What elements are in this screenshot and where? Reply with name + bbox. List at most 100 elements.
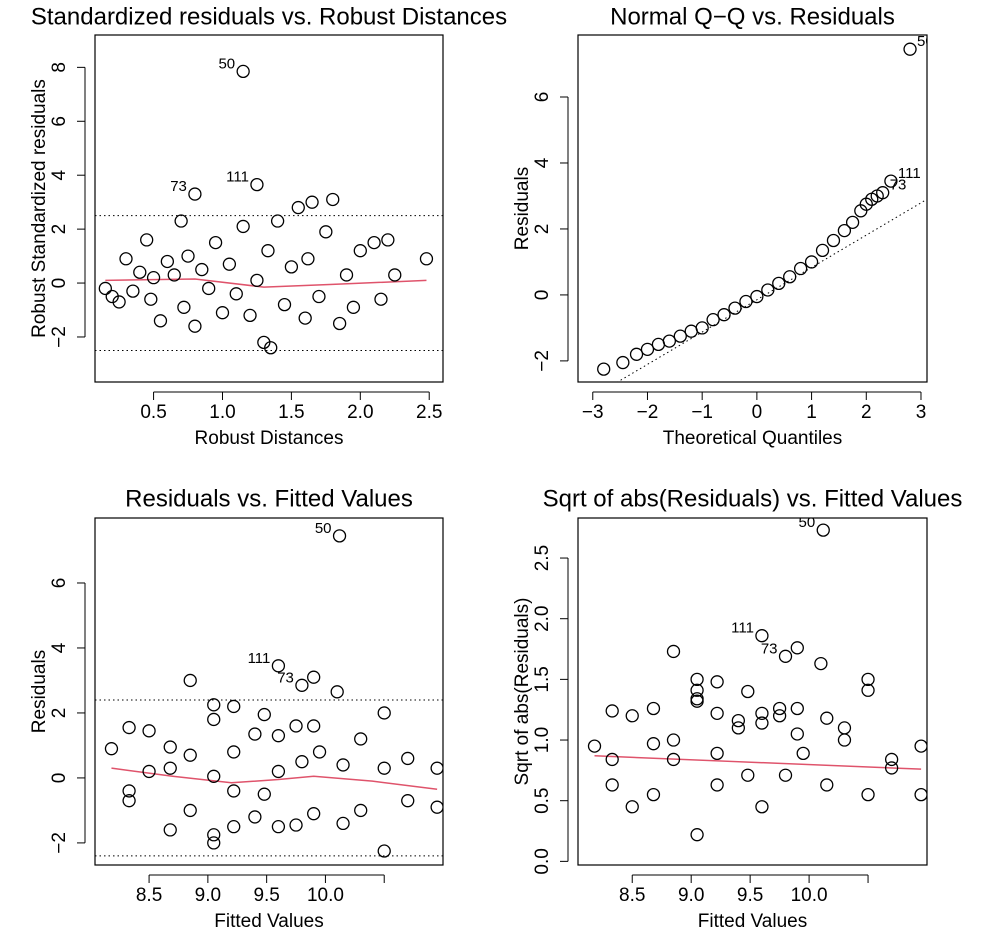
point <box>250 273 264 288</box>
chart-title: Normal Q−Q vs. Residuals <box>610 3 895 30</box>
point <box>616 355 630 370</box>
point <box>270 214 285 228</box>
point <box>163 823 177 837</box>
point <box>430 761 443 775</box>
point <box>207 836 221 850</box>
y-tick-label: 4 <box>49 169 70 180</box>
y-axis-title: Residuals <box>512 167 533 250</box>
y-tick-label: 0 <box>49 773 70 784</box>
point <box>140 233 154 247</box>
y-tick-label: 8 <box>49 62 70 73</box>
x-tick-label: 2 <box>861 402 872 423</box>
x-axis-title: Fitted Values <box>214 911 323 932</box>
y-tick-label: 1.0 <box>532 727 553 753</box>
point <box>326 192 340 207</box>
point-label: 73 <box>761 640 778 657</box>
point <box>312 745 327 759</box>
point <box>307 719 321 733</box>
y-tick-label: −2 <box>532 350 553 372</box>
point <box>772 709 787 723</box>
point <box>307 670 321 684</box>
y-tick-label: 6 <box>49 578 70 589</box>
y-tick-label: 0 <box>49 278 70 289</box>
x-tick-label: 9.5 <box>253 885 279 906</box>
point <box>229 287 243 301</box>
y-tick-label: 2 <box>49 708 70 719</box>
x-axis-title: Fitted Values <box>698 911 807 932</box>
point <box>122 784 136 798</box>
point <box>605 778 619 792</box>
point <box>167 268 181 282</box>
point <box>271 729 286 743</box>
x-tick-label: 1.0 <box>209 402 235 423</box>
point <box>222 257 237 271</box>
smooth-line <box>105 278 427 288</box>
point <box>772 276 786 291</box>
point <box>122 794 136 808</box>
point <box>728 301 742 315</box>
point <box>625 800 639 814</box>
plot-frame <box>577 517 928 866</box>
point <box>257 707 271 722</box>
point <box>142 764 156 779</box>
point <box>227 820 241 834</box>
point <box>826 233 841 248</box>
point <box>133 265 147 279</box>
x-tick-label: 10.0 <box>307 885 344 906</box>
y-tick-label: 2.0 <box>532 605 553 631</box>
y-tick-label: 0.0 <box>532 848 553 874</box>
point <box>587 739 602 753</box>
point <box>284 260 299 274</box>
y-tick-label: 6 <box>532 92 553 103</box>
point <box>690 828 704 842</box>
point <box>646 787 661 802</box>
point <box>914 739 927 753</box>
point <box>837 721 852 735</box>
point <box>354 803 368 818</box>
y-tick-label: 0 <box>532 290 553 301</box>
plot-area: 50 73 111 <box>95 55 443 355</box>
point <box>261 244 275 258</box>
point <box>332 529 347 543</box>
smooth-line <box>594 755 922 770</box>
point <box>755 706 769 720</box>
point-label: 73 <box>170 178 187 195</box>
point <box>353 244 367 258</box>
point <box>177 300 191 314</box>
point <box>163 761 177 775</box>
chart-title: Sqrt of abs(Residuals) vs. Fitted Values <box>543 485 963 512</box>
point-label: 111 <box>226 169 249 186</box>
point <box>816 523 830 537</box>
x-tick-label: 10.0 <box>791 885 828 906</box>
point <box>207 712 221 727</box>
point <box>690 672 704 687</box>
point <box>104 742 119 756</box>
point <box>845 215 860 230</box>
y-tick-label: 4 <box>532 157 553 168</box>
point <box>330 685 344 699</box>
plot-frame <box>94 34 444 383</box>
point <box>354 732 368 746</box>
point-label: 50 <box>218 55 235 72</box>
y-axis-title: Sqrt of abs(Residuals) <box>512 598 533 786</box>
point-label: 50 <box>799 514 816 531</box>
point <box>207 698 221 712</box>
y-tick-label: 2 <box>49 224 70 235</box>
point <box>750 289 764 304</box>
point <box>629 347 644 361</box>
point <box>188 187 202 201</box>
point <box>804 255 819 269</box>
point <box>153 314 168 328</box>
point-label: 50 <box>917 33 934 50</box>
x-tick-label: 0.5 <box>140 402 166 423</box>
point <box>815 243 830 258</box>
point <box>876 186 890 200</box>
point <box>374 292 388 306</box>
y-tick-label: 4 <box>49 642 70 653</box>
y-tick-label: 2 <box>532 224 553 235</box>
point <box>666 733 681 747</box>
point <box>861 787 875 802</box>
point <box>289 818 303 832</box>
point <box>778 768 793 782</box>
point <box>710 778 724 792</box>
